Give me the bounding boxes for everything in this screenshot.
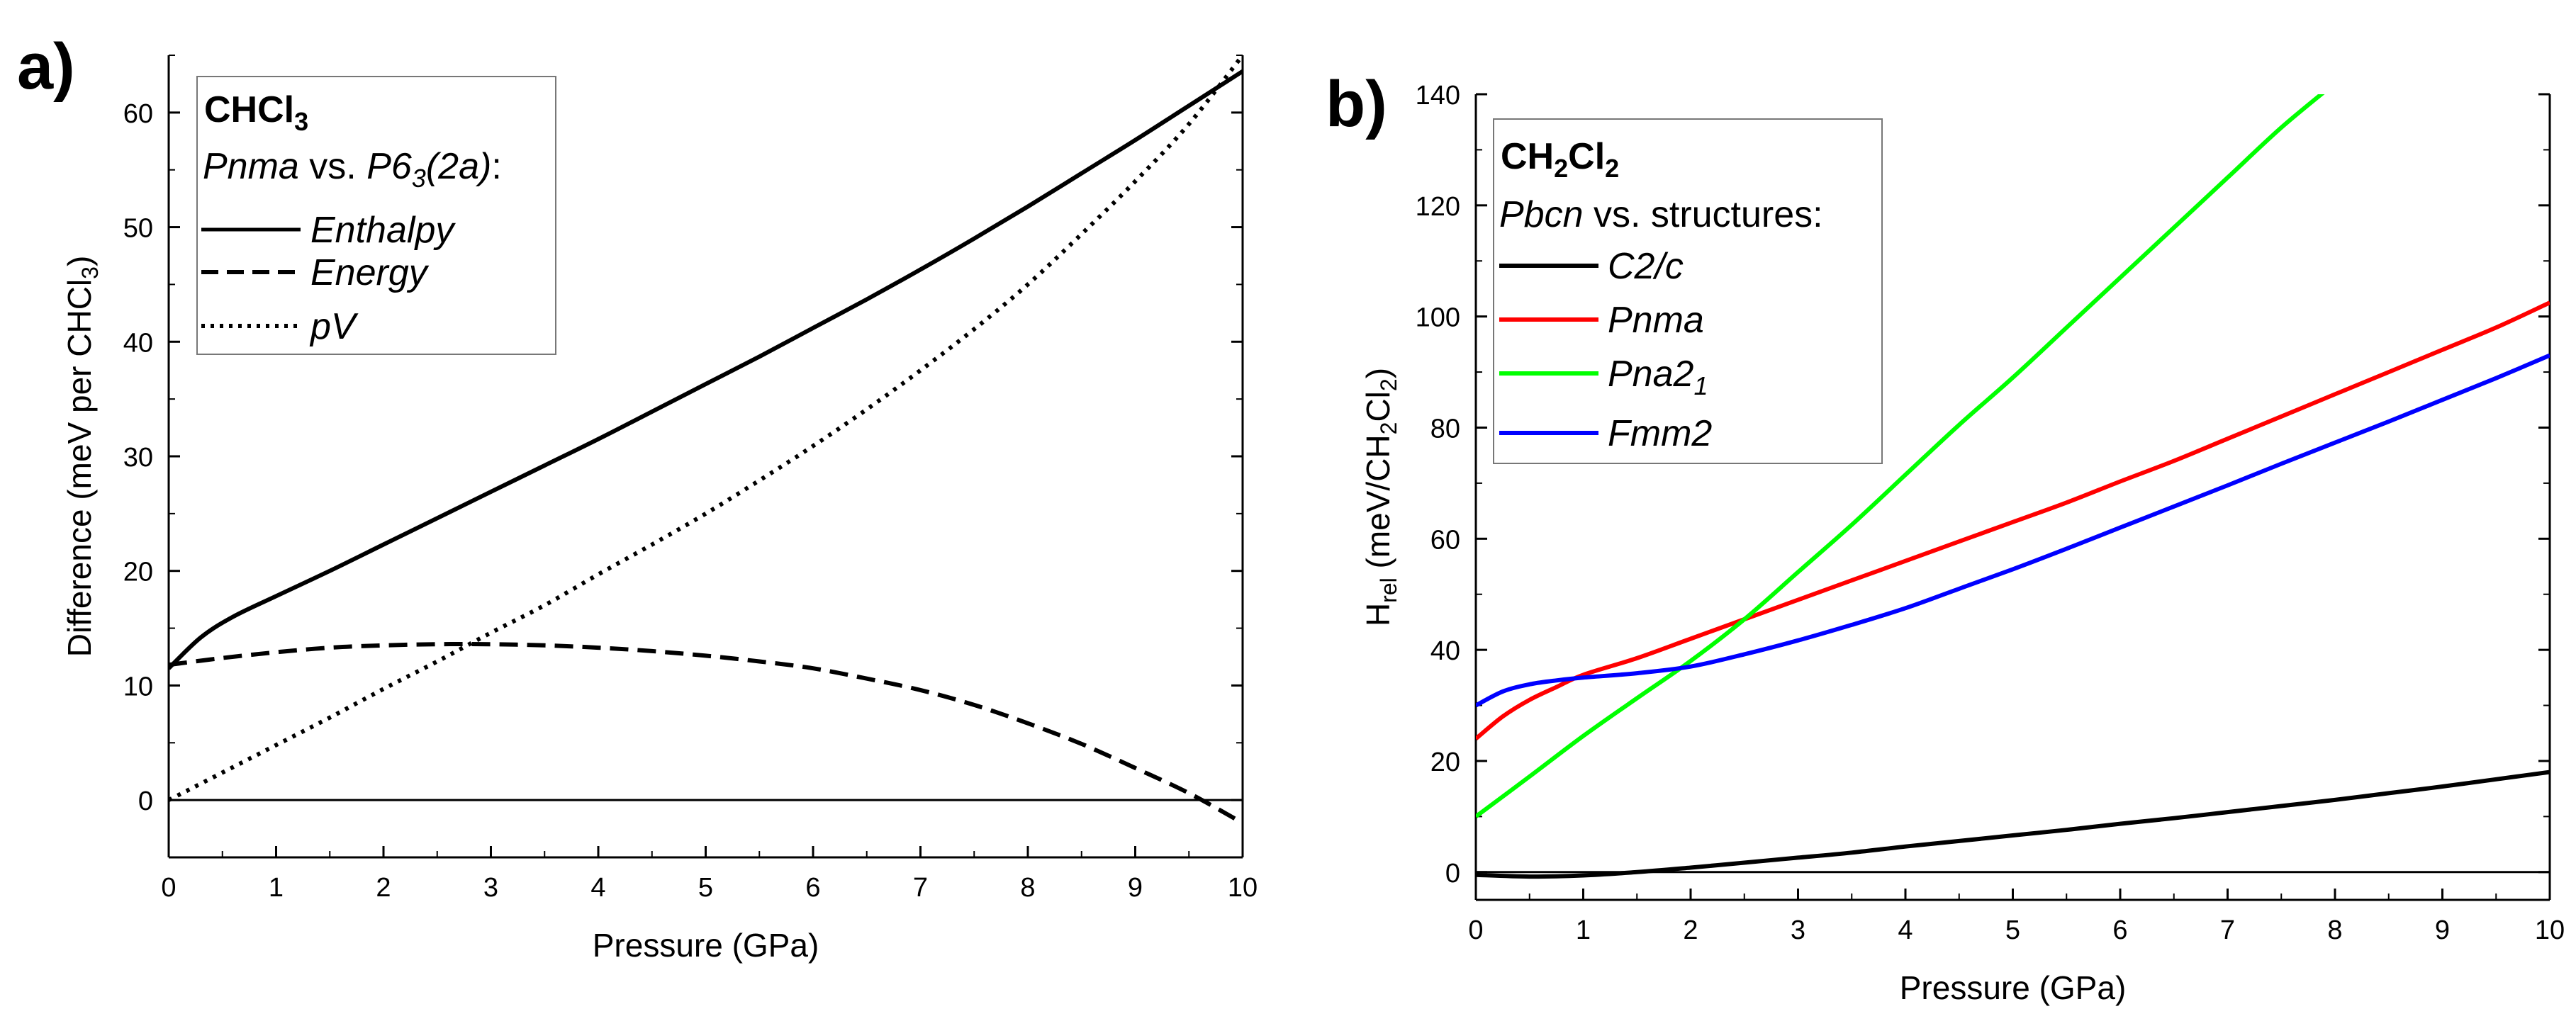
panel-b-legend-box [1493,118,1883,464]
panel-a-legend-box [196,76,556,355]
panel-b-ylabel-sub2: 2 [1376,422,1401,435]
panel-a-series [169,55,1243,825]
series-energy [169,641,1243,825]
y-tick-label: 0 [1445,859,1460,889]
panel-b-legend: CH2Cl2 Pbcn vs. structures: C2/c Pnma Pn… [1493,118,1883,464]
legend-subtitle-2a: (2a) [426,146,491,187]
series-enthalpy [169,69,1243,670]
x-tick-label: 4 [590,873,605,903]
panel-b-ylabel-mid: (meV/CH [1360,434,1396,577]
x-tick-label: 8 [1020,873,1035,903]
series-c2-c [1476,770,2550,879]
panel-a: a) 0 1 2 3 4 5 6 7 8 9 10 0 10 20 30 40 50 60 Pressure (G… [17,30,1258,964]
y-tick-label: 140 [1416,81,1460,111]
panel-a-legend-title-main: CHCl [204,89,294,130]
legend-b-title-ch: CH [1501,136,1554,177]
x-tick-label: 10 [1228,873,1258,903]
panel-a-axes: 0 1 2 3 4 5 6 7 8 9 10 0 10 20 30 40 50 60 [123,55,1258,903]
y-tick-label: 10 [123,672,153,701]
legend-label-pna21-sub: 1 [1693,371,1708,400]
x-tick-label: 8 [2327,915,2342,945]
panel-a-label: a) [17,30,75,103]
x-tick-label: 2 [1683,915,1698,945]
x-tick-label: 5 [2005,915,2020,945]
legend-label-c2c: C2/c [1608,246,1684,287]
y-tick-label: 50 [123,214,153,244]
panel-b-y-axis-label: Hrel (meV/CH2Cl2) [1360,368,1401,626]
panel-a-ylabel-sub: 3 [77,266,103,279]
panel-a-legend-title: CHCl3 [204,89,308,136]
x-tick-label: 9 [1128,873,1143,903]
legend-label-pna2: Pna2 [1608,354,1694,395]
panel-b-ylabel-h: H [1360,603,1396,626]
x-tick-label: 7 [2220,915,2235,945]
x-tick-label: 9 [2435,915,2450,945]
x-tick-label: 5 [698,873,713,903]
legend-subtitle-p6: P6 [366,146,412,187]
panel-a-ylabel-main: Difference (meV per CHCl [61,279,98,657]
x-tick-label: 0 [1468,915,1483,945]
legend-b-title-sub2: 2 [1554,154,1568,183]
legend-label-pna21: Pna21 [1608,354,1708,400]
panel-b-ylabel-sub3: 2 [1376,378,1401,391]
legend-label-pv: pV [309,306,359,347]
x-tick-label: 4 [1898,915,1913,945]
x-tick-label: 6 [805,873,820,903]
y-tick-label: 20 [1430,748,1460,777]
legend-subtitle-colon: : [491,146,501,187]
panel-b-series [1476,94,2550,879]
legend-subtitle-pnma: Pnma [203,146,299,187]
x-tick-label: 1 [269,873,284,903]
panel-b-ylabel-rel: rel [1376,577,1401,603]
legend-b-title-cl: Cl [1568,136,1605,177]
legend-label-enthalpy: Enthalpy [310,210,456,251]
panel-b-ylabel-mid2: Cl [1360,391,1396,422]
x-tick-label: 3 [483,873,498,903]
panel-a-legend: CHCl3 Pnma vs. P63(2a): Enthalpy Energy … [196,76,556,355]
x-tick-label: 3 [1791,915,1805,945]
legend-label-pnma: Pnma [1608,300,1704,341]
y-tick-label: 60 [123,99,153,129]
x-tick-label: 6 [2112,915,2127,945]
y-tick-label: 120 [1416,192,1460,222]
y-tick-label: 20 [123,558,153,587]
panel-a-x-axis-label: Pressure (GPa) [593,927,819,964]
legend-b-title-sub2b: 2 [1605,154,1619,183]
y-tick-label: 100 [1416,303,1460,333]
y-tick-label: 0 [138,787,153,816]
panel-a-ylabel-tail: ) [61,256,98,266]
legend-subtitle-vs: vs. [299,146,366,187]
y-tick-label: 80 [1430,414,1460,444]
legend-b-subtitle-rest: vs. structures: [1584,194,1823,235]
panel-a-y-axis-label: Difference (meV per CHCl3) [61,256,103,658]
x-tick-label: 10 [2535,915,2565,945]
y-tick-label: 40 [123,328,153,358]
y-tick-label: 40 [1430,636,1460,666]
panel-b-x-axis-label: Pressure (GPa) [1900,969,2127,1006]
panel-b-legend-subtitle: Pbcn vs. structures: [1499,194,1823,235]
panel-b-label: b) [1326,68,1387,140]
legend-subtitle-sub3: 3 [412,164,426,193]
series-pnma [1476,300,2550,740]
legend-label-energy: Energy [310,252,430,293]
x-tick-label: 7 [913,873,928,903]
legend-label-fmm2: Fmm2 [1608,413,1712,454]
panel-a-legend-subtitle: Pnma vs. P63(2a): [203,146,502,193]
legend-b-subtitle-pbcn: Pbcn [1499,194,1584,235]
series-pna2-1 [1476,94,2325,818]
x-tick-label: 0 [161,873,176,903]
y-tick-label: 60 [1430,525,1460,555]
panel-a-legend-title-sub: 3 [294,107,308,136]
x-tick-label: 1 [1576,915,1591,945]
series-pv [169,55,1243,802]
panel-b-ylabel-tail: ) [1360,368,1396,378]
y-tick-label: 30 [123,443,153,473]
panel-b-legend-title: CH2Cl2 [1501,136,1619,183]
series-fmm2 [1476,353,2550,708]
x-tick-label: 2 [376,873,391,903]
